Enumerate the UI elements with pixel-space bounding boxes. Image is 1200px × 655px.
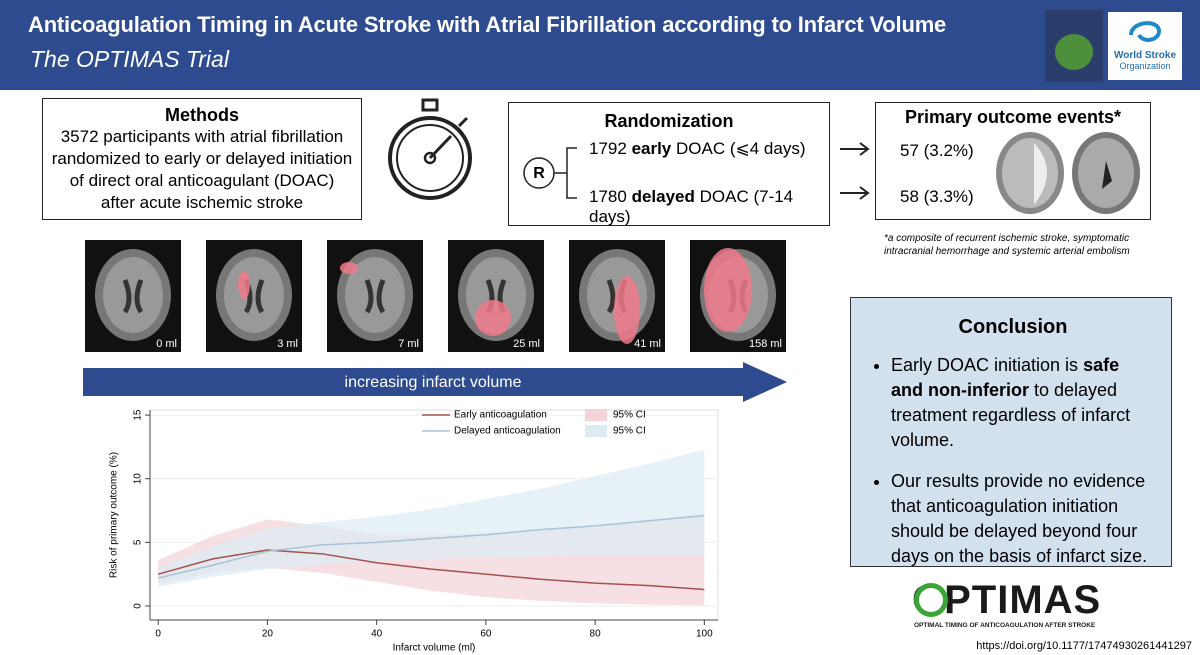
partner-icon — [1129, 21, 1162, 42]
partner-name: World Stroke — [1113, 50, 1177, 61]
text-bold: safe and non-inferior — [891, 355, 1120, 400]
partner-logo: World Stroke Organization — [1108, 12, 1182, 80]
line — [158, 514, 705, 579]
legend-label: 95% CI — [613, 410, 646, 421]
conclusion-bullet: Our results provide no evidence that ant… — [891, 469, 1153, 569]
arm-count: 1780 — [589, 187, 627, 206]
subtitle: The OPTIMAS Trial — [30, 46, 229, 72]
title: Anticoagulation Timing in Acute Stroke w… — [28, 12, 947, 37]
arm-early: 1792 early DOAC (⩽4 days) — [589, 139, 806, 159]
scan-label: 25 ml — [513, 338, 540, 350]
scan-label: 3 ml — [277, 338, 298, 350]
arrow-label: increasing infarct volume — [345, 374, 522, 391]
scan-label: 158 ml — [748, 338, 782, 350]
conclusion-box: Conclusion Early DOAC initiation is safe… — [850, 297, 1172, 567]
doi: https://doi.org/10.1177/1747493026144129… — [976, 640, 1192, 652]
legend-label: Delayed anticoagulation — [454, 426, 561, 437]
scan-image — [448, 240, 544, 352]
arm-timing: early — [631, 139, 672, 158]
y-tick-label: 10 — [133, 473, 144, 485]
y-tick-label: 5 — [133, 539, 144, 545]
x-tick-label: 60 — [480, 629, 492, 640]
brain-scan: 7 ml — [327, 240, 423, 352]
outcome-scans — [996, 132, 1140, 214]
volume-arrow: increasing infarct volume — [83, 362, 787, 402]
footnote: *a composite of recurrent ischemic strok… — [884, 233, 1130, 257]
randomization-title: Randomization — [604, 111, 734, 131]
conclusion-bullet: Early DOAC initiation is safe and non-in… — [891, 353, 1153, 453]
arrows — [840, 142, 870, 200]
scan-image — [327, 240, 423, 352]
header-bar — [0, 0, 1200, 90]
conclusion-list: Early DOAC initiation is safe and non-in… — [873, 353, 1153, 569]
x-tick-label: 80 — [590, 629, 602, 640]
text: Our results provide no evidence that ant… — [891, 471, 1148, 566]
conclusion-title: Conclusion — [958, 316, 1068, 338]
partner-name: Organization — [1119, 61, 1171, 71]
arm-delayed: 1780 delayed DOAC (7-14 days) — [589, 187, 829, 227]
randomization-bracket: R — [523, 147, 577, 199]
brain-scan: 158 ml — [690, 240, 786, 352]
legend-label: Early anticoagulation — [454, 410, 547, 421]
y-tick-label: 15 — [133, 409, 144, 421]
x-tick-label: 0 — [155, 629, 161, 640]
stopwatch-icon — [388, 98, 472, 200]
brain-scan: 25 ml — [448, 240, 544, 352]
x-tick-label: 20 — [262, 629, 274, 640]
legend-swatch — [585, 409, 607, 421]
scan-image — [569, 240, 665, 352]
arm-count: 1792 — [589, 139, 627, 158]
y-tick-label: 0 — [133, 603, 144, 609]
x-tick-label: 40 — [371, 629, 383, 640]
brain-scan: 3 ml — [206, 240, 302, 352]
methods-box: Methods 3572 participants with atrial fi… — [42, 98, 362, 220]
outcome-event: 58 (3.3%) — [900, 187, 974, 206]
text: to delayed treatment regardless of infar… — [891, 380, 1131, 450]
scan-label: 0 ml — [156, 338, 177, 350]
outcome-event: 57 (3.2%) — [900, 141, 974, 160]
randomization-symbol: R — [533, 165, 545, 182]
x-tick-label: 100 — [696, 629, 713, 640]
brain-scan: 0 ml — [85, 240, 181, 352]
scan-label: 7 ml — [398, 338, 419, 350]
y-axis-label: Risk of primary outcome (%) — [109, 452, 120, 578]
arm-timing: delayed — [631, 187, 695, 206]
randomization-box: Randomization R 1792 early DOAC (⩽4 days… — [508, 102, 830, 226]
scan-image — [206, 240, 302, 352]
line — [157, 549, 705, 591]
logo-tagline: OPTIMAL TIMING OF ANTICOAGULATION AFTER … — [914, 622, 1096, 629]
scan-image — [85, 240, 181, 352]
logo-o-icon — [914, 583, 948, 617]
journal-cover — [1045, 10, 1103, 82]
outcome-box: Primary outcome events* 57 (3.2%) 58 (3.… — [875, 102, 1151, 220]
legend-swatch — [585, 425, 607, 437]
legend-label: 95% CI — [613, 426, 646, 437]
x-axis-label: Infarct volume (ml) — [393, 643, 476, 654]
brain-scan: 41 ml — [569, 240, 665, 352]
methods-text: 3572 participants with atrial fibrillati… — [51, 127, 353, 212]
text: Early DOAC initiation is — [891, 355, 1084, 375]
scan-label: 41 ml — [634, 338, 661, 350]
arm-detail: DOAC (7-14 days) — [589, 187, 794, 226]
outcome-title: Primary outcome events* — [904, 107, 1122, 127]
scan-image — [690, 240, 786, 352]
arm-detail: DOAC (⩽4 days) — [676, 139, 806, 158]
chart: 0 5 10 15 0 20 40 60 80 100 Infarct volume (ml) Ris… — [109, 409, 719, 654]
methods-title: Methods — [165, 105, 239, 125]
